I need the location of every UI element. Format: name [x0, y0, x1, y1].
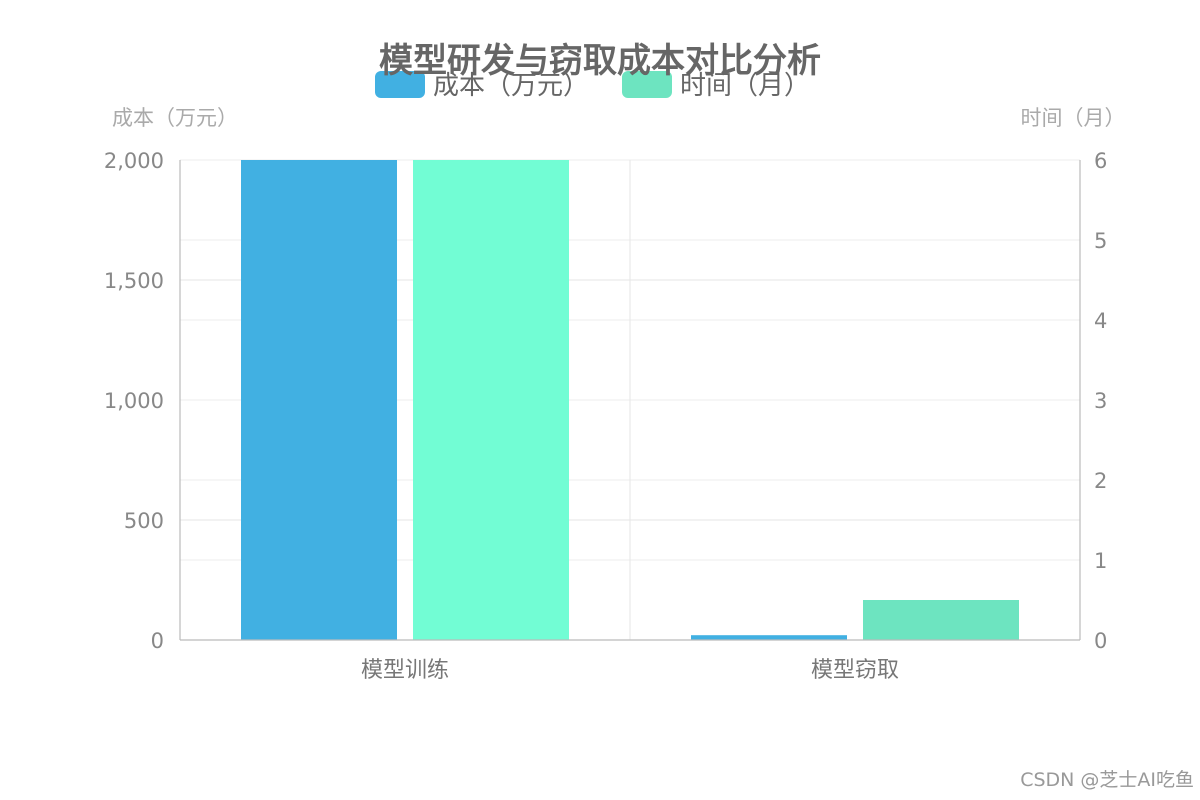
category-labels: 模型训练 模型窃取 — [361, 658, 899, 683]
y-left-axis-label: 成本（万元） — [112, 106, 238, 130]
y-left-tick-label: 0 — [151, 629, 164, 653]
y-right-tick-label: 4 — [1094, 309, 1107, 333]
watermark: CSDN @芝士AI吃鱼 — [1020, 769, 1194, 791]
legend-label: 成本（万元） — [433, 71, 589, 101]
y-right-tick-label: 6 — [1094, 149, 1107, 173]
bars — [241, 160, 1019, 640]
y-left-tick-label: 500 — [124, 509, 164, 533]
category-label: 模型窃取 — [811, 658, 899, 683]
bar-time-2 — [863, 600, 1019, 640]
chart-title: 模型研发与窃取成本对比分析 — [379, 41, 821, 81]
y-left-tick-label: 1,000 — [104, 389, 164, 413]
legend: 成本（万元） 时间（月） — [375, 71, 810, 101]
y-right-tick-label: 5 — [1094, 229, 1107, 253]
y-right-tick-label: 0 — [1094, 629, 1107, 653]
axes — [179, 160, 1081, 641]
tick-labels: 0 500 1,000 1,500 2,000 0 1 2 3 4 5 6 — [104, 149, 1108, 653]
legend-item-time[interactable]: 时间（月） — [622, 71, 810, 101]
y-right-tick-label: 1 — [1094, 549, 1107, 573]
y-left-tick-label: 1,500 — [104, 269, 164, 293]
legend-swatch — [622, 71, 672, 98]
y-right-tick-label: 3 — [1094, 389, 1107, 413]
y-left-tick-label: 2,000 — [104, 149, 164, 173]
y-right-axis-label: 时间（月） — [1021, 106, 1126, 130]
bar-time-1 — [413, 160, 569, 640]
legend-swatch — [375, 71, 425, 98]
legend-item-cost[interactable]: 成本（万元） — [375, 71, 589, 101]
y-right-tick-label: 2 — [1094, 469, 1107, 493]
bar-cost-2 — [691, 635, 847, 640]
bar-cost-1 — [241, 160, 397, 640]
legend-label: 时间（月） — [680, 71, 810, 101]
category-label: 模型训练 — [361, 658, 449, 683]
